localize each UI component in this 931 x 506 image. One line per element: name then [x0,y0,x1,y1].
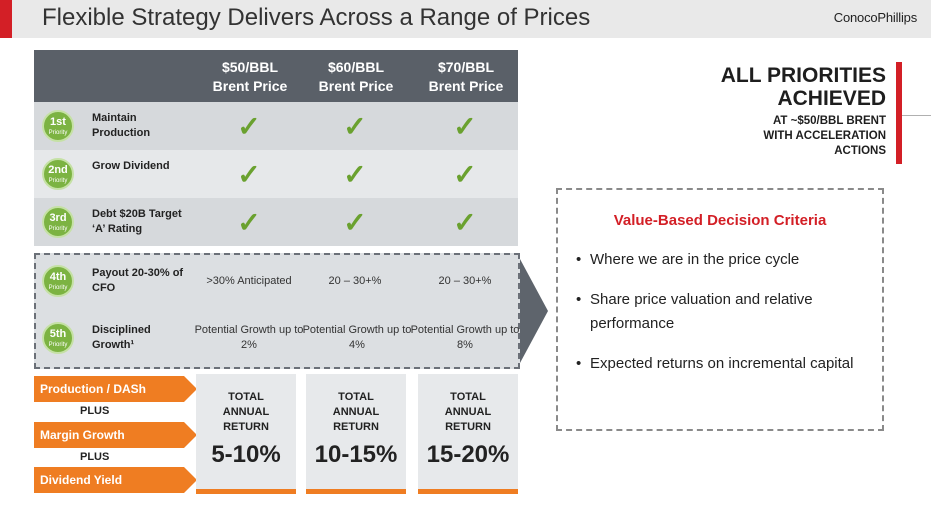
priority-badge: 4th Priority [42,265,74,297]
return-value: 5-10% [211,441,281,468]
return-box-50: TOTAL ANNUAL RETURN 5-10% [196,374,296,494]
priority-label: Debt $20B Target ‘A’ Rating [92,208,182,235]
return-heading-line: ANNUAL [444,406,492,418]
criteria-title: Value-Based Decision Criteria [613,212,827,229]
component-tag-production: Production / DASh [34,376,197,402]
return-value: 15-20% [426,441,510,468]
priority-row-2: 2nd Priority Grow Dividend ✓ ✓ ✓ [34,150,518,198]
criteria-item: Expected returns on incremental capital [576,352,876,376]
component-tag-dividend: Dividend Yield [34,467,197,493]
payout-cell: 20 – 30+% [328,274,382,287]
priority-badge: 1st Priority [42,110,74,142]
brand-logo: ConocoPhillips [833,10,917,25]
plus-label: PLUS [80,405,110,417]
check-icon: ✓ [453,110,477,142]
summary-title-line: ALL PRIORITIES [720,64,886,87]
summary-title: ALL PRIORITIES ACHIEVED [666,64,886,110]
return-box-60: TOTAL ANNUAL RETURN 10-15% [306,374,406,494]
divider-line [902,115,931,116]
priority-row-1: 1st Priority Maintain Production ✓ ✓ ✓ [34,102,518,150]
return-heading-line: ANNUAL [222,406,270,418]
priority-word: Priority [48,342,68,348]
return-heading-line: TOTAL [228,391,264,403]
price-column-70: $70/BBL Brent Price [416,58,516,96]
priority-label: Maintain Production [92,112,151,139]
check-icon: ✓ [237,206,261,238]
priority-label: Grow Dividend [92,160,170,172]
return-heading: TOTAL ANNUAL RETURN [306,390,406,435]
growth-cell: Potential Growth up to 4% [302,324,412,351]
return-heading-line: TOTAL [450,391,486,403]
check-icon: ✓ [343,110,367,142]
check-icon: ✓ [453,158,477,190]
check-icon: ✓ [237,110,261,142]
return-heading-line: RETURN [445,421,491,433]
priority-label: Disciplined Growth¹ [92,324,151,351]
price-column-label: Brent Price [428,78,504,94]
priority-word: Priority [48,226,68,232]
priority-badge: 2nd Priority [42,158,74,190]
priority-number: 5th [49,328,67,340]
return-heading-line: RETURN [333,421,379,433]
growth-cell: Potential Growth up to 2% [194,324,304,351]
return-box-70: TOTAL ANNUAL RETURN 15-20% [418,374,518,494]
check-icon: ✓ [343,158,367,190]
summary-accent-bar [896,62,902,164]
criteria-item: Where we are in the price cycle [576,248,876,272]
summary-subtitle-line: ACTIONS [834,145,886,157]
priority-word: Priority [48,130,68,136]
priority-number: 1st [50,116,66,128]
check-icon: ✓ [343,206,367,238]
priority-number: 3rd [49,212,67,224]
payout-cell: 20 – 30+% [438,274,492,287]
priority-badge: 5th Priority [42,322,74,354]
price-column-50: $50/BBL Brent Price [200,58,300,96]
priority-row-5: 5th Priority Disciplined Growth¹ Potenti… [34,314,519,362]
price-column-price: $60/BBL [327,59,385,75]
price-column-60: $60/BBL Brent Price [306,58,406,96]
page-title: Flexible Strategy Delivers Across a Rang… [42,4,591,31]
priority-number: 2nd [48,164,68,176]
summary-title-line: ACHIEVED [777,87,886,110]
summary-subtitle-line: AT ~$50/BBL BRENT [772,115,886,127]
return-heading: TOTAL ANNUAL RETURN [196,390,296,435]
price-column-label: Brent Price [212,78,288,94]
priority-word: Priority [48,178,68,184]
criteria-list: Where we are in the price cycle Share pr… [576,248,876,392]
growth-cell: Potential Growth up to 8% [410,324,520,351]
arrow-right-icon [520,259,548,363]
summary-subtitle: AT ~$50/BBL BRENT WITH ACCELERATION ACTI… [666,114,886,159]
priority-label: Payout 20-30% of CFO [92,267,184,294]
price-column-price: $50/BBL [221,59,279,75]
conditional-priorities-group [34,253,520,369]
summary-subtitle-line: WITH ACCELERATION [763,130,886,142]
return-value: 10-15% [314,441,398,468]
check-icon: ✓ [453,206,477,238]
return-heading-line: RETURN [223,421,269,433]
priority-row-4: 4th Priority Payout 20-30% of CFO >30% A… [34,257,518,305]
return-heading-line: ANNUAL [332,406,380,418]
component-tag-margin: Margin Growth [34,422,197,448]
priority-number: 4th [49,271,67,283]
return-heading-line: TOTAL [338,391,374,403]
priority-row-3: 3rd Priority Debt $20B Target ‘A’ Rating… [34,198,518,246]
criteria-item: Share price valuation and relative perfo… [576,288,876,336]
header-accent [0,0,12,38]
priority-word: Priority [48,285,68,291]
check-icon: ✓ [237,158,261,190]
price-scenario-header: $50/BBL Brent Price $60/BBL Brent Price … [34,50,518,102]
plus-label: PLUS [80,451,110,463]
decision-criteria-box: Value-Based Decision Criteria Where we a… [556,188,884,431]
header-bar: Flexible Strategy Delivers Across a Rang… [0,0,931,38]
price-column-label: Brent Price [318,78,394,94]
priority-badge: 3rd Priority [42,206,74,238]
payout-cell: >30% Anticipated [206,274,292,287]
return-heading: TOTAL ANNUAL RETURN [418,390,518,435]
price-column-price: $70/BBL [437,59,495,75]
